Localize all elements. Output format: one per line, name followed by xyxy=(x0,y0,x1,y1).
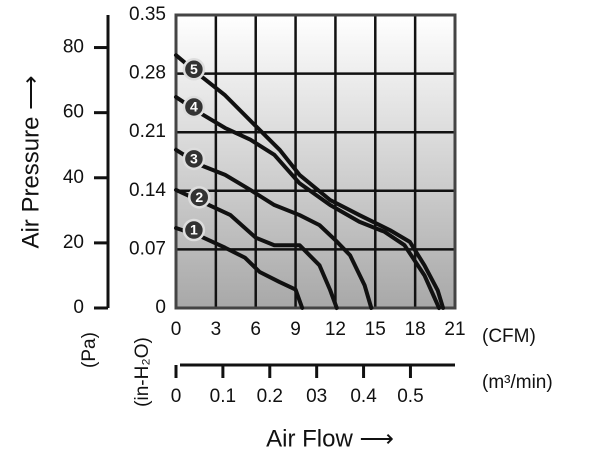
m3-tick-label: 0.4 xyxy=(350,386,377,407)
legend-label: 1 xyxy=(190,222,198,238)
pa-tick-label: 60 xyxy=(63,102,84,123)
legend-label: 4 xyxy=(190,99,198,115)
legend-label: 2 xyxy=(195,189,203,205)
m3-tick-label: 0.1 xyxy=(210,386,236,407)
curve-badge xyxy=(187,186,211,209)
y-tick-label: 0.35 xyxy=(129,4,166,25)
m3-tick-label: 03 xyxy=(306,386,327,407)
pa-tick-label: 40 xyxy=(63,167,84,188)
y-unit: (in-H₂O) xyxy=(132,337,153,407)
curve-badge xyxy=(182,147,206,171)
m3-tick-label: 0.5 xyxy=(397,386,423,407)
curve xyxy=(174,95,442,310)
plot-frame xyxy=(174,13,457,310)
curve xyxy=(174,225,305,310)
y-tick-label: 0.14 xyxy=(129,180,166,201)
curve-badge xyxy=(182,218,206,242)
x-tick-label: 6 xyxy=(250,319,261,340)
pa-unit: (Pa) xyxy=(79,332,100,368)
x-tick-label: 0 xyxy=(171,319,182,340)
x-tick-label: 15 xyxy=(365,319,386,340)
x-tick-label: 18 xyxy=(405,319,426,340)
curve-badge xyxy=(182,95,206,119)
pa-tick-label: 20 xyxy=(63,232,84,253)
y-tick-label: 0.21 xyxy=(129,121,166,142)
curve-badge xyxy=(182,58,206,81)
curve xyxy=(174,53,446,310)
pa-tick-label: 0 xyxy=(73,297,84,318)
pa-tick-label: 80 xyxy=(63,37,84,58)
legend-label: 5 xyxy=(190,61,198,77)
x-tick-label: 12 xyxy=(325,319,346,340)
x-axis-title: Air Flow ⟶ xyxy=(266,425,394,452)
y-tick-label: 0.28 xyxy=(129,63,166,84)
m3-tick-label: 0 xyxy=(171,386,182,407)
x-tick-label: 9 xyxy=(290,319,301,340)
y-axis-title: Air Pressure ⟶ xyxy=(17,75,44,248)
legend-label: 3 xyxy=(190,151,198,167)
x-unit: (CFM) xyxy=(482,326,536,347)
curve xyxy=(174,147,374,310)
y-tick-label: 0.07 xyxy=(129,238,166,259)
curve xyxy=(174,187,339,310)
x-tick-label: 21 xyxy=(444,319,465,340)
m3-unit: (m³/min) xyxy=(482,372,553,393)
x-tick-label: 3 xyxy=(211,319,222,340)
m3-tick-label: 0.2 xyxy=(257,386,283,407)
y-tick-label: 0 xyxy=(155,297,166,318)
